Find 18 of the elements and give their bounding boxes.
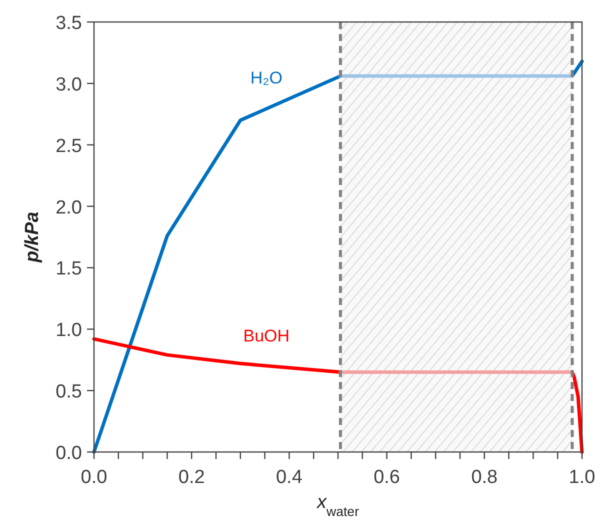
y-axis-title: p/kPa [22, 211, 43, 264]
x-tick-label: 0.2 [178, 467, 205, 488]
x-axis-title: x$_{water}$ [316, 492, 360, 518]
x-tick-label: 0.4 [276, 467, 303, 488]
x-tick-label: 0.8 [471, 467, 498, 488]
y-tick-label: 0.5 [56, 382, 82, 403]
y-tick-label: 2.5 [56, 136, 82, 157]
y-tick-label: 1.5 [56, 258, 82, 280]
y-tick-label: 2.0 [56, 197, 82, 218]
x-tick-label: 1.0 [568, 467, 596, 488]
x-tick-label: 0.6 [374, 467, 400, 488]
y-tick-label: 1.0 [56, 320, 82, 342]
y-tick-label: 3.0 [56, 74, 82, 96]
series-label: BuOH [243, 326, 290, 346]
series-label: H₂O [250, 68, 282, 88]
y-tick-label: 0.0 [56, 443, 82, 464]
y-tick-label: 3.5 [56, 13, 82, 34]
x-tick-label: 0.0 [80, 467, 108, 488]
